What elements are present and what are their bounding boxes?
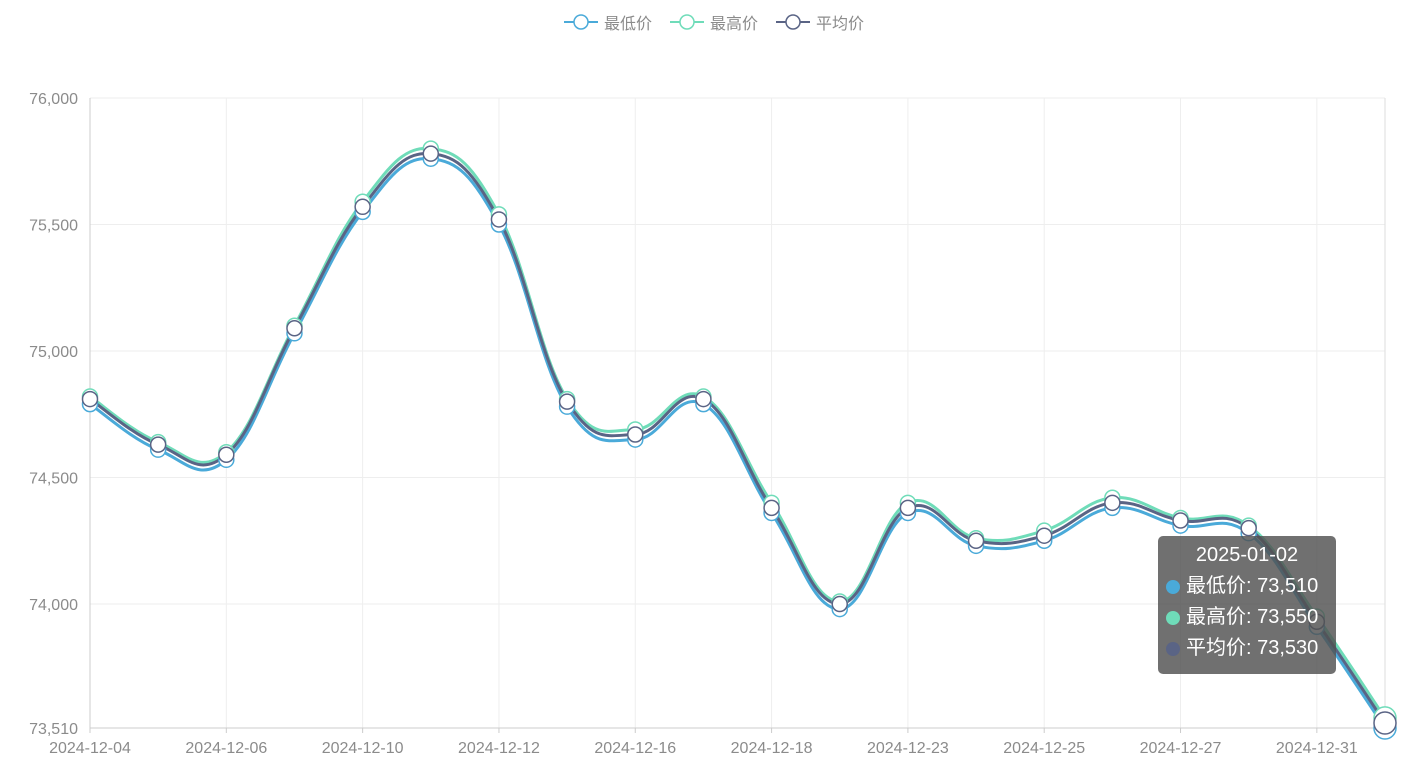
legend-label-avg: 平均价 — [816, 16, 865, 33]
series-line-avg — [89, 152, 1387, 724]
data-point-avg — [149, 436, 167, 453]
data-point-avg — [1104, 494, 1121, 512]
x-tick-label: 2024-12-25 — [1003, 740, 1085, 757]
series-dot-icon — [1166, 641, 1180, 656]
legend-item-low[interactable]: 最低价 — [563, 10, 652, 34]
y-tick-label: 75,000 — [29, 344, 78, 361]
y-tick-label: 74,000 — [29, 597, 78, 614]
data-point-avg — [1172, 512, 1189, 529]
x-tick-label: 2024-12-10 — [322, 740, 404, 757]
x-tick-label: 2024-12-04 — [49, 740, 131, 757]
y-tick-label: 73,510 — [29, 721, 78, 738]
series-dot-icon — [1166, 610, 1180, 625]
axes: 73,510 74,000 74,500 75,000 75,500 76,000 2024… — [29, 91, 1385, 757]
series-dot-icon — [1166, 579, 1180, 594]
data-point-avg — [1240, 519, 1257, 537]
x-tick-label: 2024-12-12 — [458, 740, 540, 757]
series-lines — [89, 147, 1387, 729]
data-point-avg — [695, 390, 712, 408]
legend-item-high[interactable]: 最高价 — [669, 10, 758, 34]
data-point-avg — [286, 319, 303, 337]
x-tick-label: 2024-12-27 — [1140, 740, 1222, 757]
data-point-avg — [422, 145, 440, 162]
legend-label-high: 最高价 — [709, 16, 758, 33]
data-point-avg — [899, 499, 917, 517]
tooltip-row-avg-text: 平均价: 73,530 — [1186, 637, 1319, 659]
tooltip-row-low: 最低价: 73,510 — [1166, 571, 1328, 602]
x-tick-label: 2024-12-06 — [185, 740, 267, 757]
data-point-avg — [218, 446, 235, 463]
tooltip-row-avg: 平均价: 73,530 — [1166, 633, 1328, 664]
data-point-avg — [1373, 711, 1397, 735]
data-point-avg — [763, 499, 780, 517]
x-tick-label: 2024-12-23 — [867, 740, 949, 757]
y-tick-label: 75,500 — [29, 218, 78, 235]
data-point-avg — [831, 595, 848, 613]
legend-label-low: 最低价 — [603, 16, 652, 33]
data-point-avg — [490, 211, 508, 228]
tooltip-row-high: 最高价: 73,550 — [1166, 602, 1328, 633]
chart-legend: 最低价 最高价 平均价 — [0, 10, 1428, 34]
legend-line-circle-icon — [669, 14, 704, 30]
data-point-avg — [1035, 527, 1053, 544]
legend-line-circle-icon — [563, 14, 598, 30]
x-tick-label: 2024-12-31 — [1276, 740, 1358, 757]
data-point-avg — [627, 426, 644, 443]
legend-item-avg[interactable]: 平均价 — [776, 10, 864, 34]
data-point-avg — [81, 390, 99, 408]
x-tick-label: 2024-12-18 — [731, 740, 813, 757]
tooltip-title: 2025-01-02 — [1195, 544, 1299, 566]
tooltip-row-high-text: 最高价: 73,550 — [1186, 606, 1319, 628]
legend-line-circle-icon — [776, 14, 810, 30]
data-tooltip: 2025-01-02 最低价: 73,510 最高价: 73,550 平均价: … — [1158, 536, 1336, 674]
x-tick-label: 2024-12-16 — [594, 740, 676, 757]
data-point-avg — [354, 198, 371, 216]
data-points — [81, 140, 1397, 740]
data-point-avg — [558, 393, 576, 410]
tooltip-row-low-text: 最低价: 73,510 — [1186, 575, 1319, 597]
y-tick-label: 76,000 — [29, 91, 78, 108]
y-tick-label: 74,500 — [29, 471, 78, 488]
series-line-low — [89, 157, 1387, 729]
data-point-avg — [967, 532, 985, 550]
